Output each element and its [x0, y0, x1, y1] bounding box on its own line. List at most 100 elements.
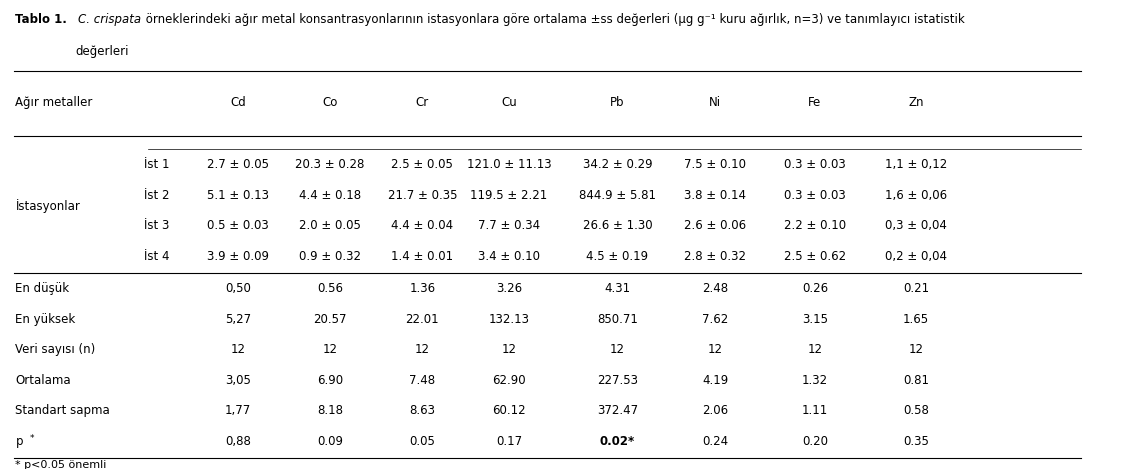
Text: 0,2 ± 0,04: 0,2 ± 0,04: [885, 250, 947, 263]
Text: Ağır metaller: Ağır metaller: [16, 96, 92, 109]
Text: 227.53: 227.53: [597, 374, 638, 387]
Text: 12: 12: [230, 343, 245, 356]
Text: 62.90: 62.90: [492, 374, 526, 387]
Text: 8.63: 8.63: [410, 404, 435, 417]
Text: Veri sayısı (n): Veri sayısı (n): [16, 343, 96, 356]
Text: 12: 12: [502, 343, 517, 356]
Text: 2.5 ± 0.05: 2.5 ± 0.05: [391, 158, 453, 171]
Text: 2.0 ± 0.05: 2.0 ± 0.05: [299, 219, 361, 232]
Text: Fe: Fe: [808, 96, 822, 109]
Text: 0.17: 0.17: [496, 435, 523, 448]
Text: 4.5 ± 0.19: 4.5 ± 0.19: [586, 250, 648, 263]
Text: 5.1 ± 0.13: 5.1 ± 0.13: [207, 189, 269, 202]
Text: 7.62: 7.62: [702, 313, 728, 325]
Text: 6.90: 6.90: [317, 374, 343, 387]
Text: 0,3 ± 0,04: 0,3 ± 0,04: [885, 219, 947, 232]
Text: 12: 12: [415, 343, 430, 356]
Text: 0.20: 0.20: [802, 435, 828, 448]
Text: 12: 12: [908, 343, 923, 356]
Text: 1,6 ± 0,06: 1,6 ± 0,06: [884, 189, 947, 202]
Text: 0.09: 0.09: [317, 435, 343, 448]
Text: 0.26: 0.26: [802, 282, 828, 295]
Text: 2.2 ± 0.10: 2.2 ± 0.10: [784, 219, 845, 232]
Text: Cd: Cd: [230, 96, 245, 109]
Text: 4.4 ± 0.04: 4.4 ± 0.04: [391, 219, 453, 232]
Text: 1.65: 1.65: [903, 313, 929, 325]
Text: 1.36: 1.36: [410, 282, 436, 295]
Text: 850.71: 850.71: [597, 313, 638, 325]
Text: 2.8 ± 0.32: 2.8 ± 0.32: [685, 250, 746, 263]
Text: *: *: [30, 434, 34, 443]
Text: 1,1 ± 0,12: 1,1 ± 0,12: [884, 158, 947, 171]
Text: 132.13: 132.13: [488, 313, 529, 325]
Text: İst 4: İst 4: [144, 250, 170, 263]
Text: 4.19: 4.19: [702, 374, 728, 387]
Text: En düşük: En düşük: [16, 282, 70, 295]
Text: 5,27: 5,27: [225, 313, 251, 325]
Text: İst 1: İst 1: [144, 158, 170, 171]
Text: 0.81: 0.81: [903, 374, 929, 387]
Text: 2.5 ± 0.62: 2.5 ± 0.62: [784, 250, 845, 263]
Text: C. crispata: C. crispata: [79, 13, 141, 26]
Text: 12: 12: [323, 343, 338, 356]
Text: örneklerindeki ağır metal konsantrasyonlarının istasyonlara göre ortalama ±ss de: örneklerindeki ağır metal konsantrasyonl…: [143, 13, 965, 26]
Text: 12: 12: [808, 343, 823, 356]
Text: 0.56: 0.56: [317, 282, 343, 295]
Text: 2.48: 2.48: [702, 282, 728, 295]
Text: Cu: Cu: [501, 96, 517, 109]
Text: 0.3 ± 0.03: 0.3 ± 0.03: [784, 189, 845, 202]
Text: 3.15: 3.15: [802, 313, 828, 325]
Text: * p<0.05 önemli: * p<0.05 önemli: [16, 460, 107, 469]
Text: Ortalama: Ortalama: [16, 374, 71, 387]
Text: Cr: Cr: [415, 96, 429, 109]
Text: 119.5 ± 2.21: 119.5 ± 2.21: [470, 189, 548, 202]
Text: Ni: Ni: [709, 96, 721, 109]
Text: 8.18: 8.18: [317, 404, 343, 417]
Text: 0,88: 0,88: [225, 435, 251, 448]
Text: değerleri: değerleri: [75, 45, 129, 58]
Text: 7.7 ± 0.34: 7.7 ± 0.34: [478, 219, 540, 232]
Text: 1.4 ± 0.01: 1.4 ± 0.01: [391, 250, 453, 263]
Text: 0.5 ± 0.03: 0.5 ± 0.03: [207, 219, 269, 232]
Text: 0.9 ± 0.32: 0.9 ± 0.32: [299, 250, 361, 263]
Text: 372.47: 372.47: [597, 404, 638, 417]
Text: Co: Co: [323, 96, 338, 109]
Text: 3.26: 3.26: [496, 282, 523, 295]
Text: 2.6 ± 0.06: 2.6 ± 0.06: [685, 219, 746, 232]
Text: 21.7 ± 0.35: 21.7 ± 0.35: [388, 189, 458, 202]
Text: 2.06: 2.06: [702, 404, 728, 417]
Text: 1.32: 1.32: [802, 374, 828, 387]
Text: 0.58: 0.58: [903, 404, 929, 417]
Text: 20.3 ± 0.28: 20.3 ± 0.28: [296, 158, 365, 171]
Text: 3.4 ± 0.10: 3.4 ± 0.10: [478, 250, 540, 263]
Text: Pb: Pb: [610, 96, 625, 109]
Text: 7.48: 7.48: [410, 374, 436, 387]
Text: 12: 12: [610, 343, 625, 356]
Text: 26.6 ± 1.30: 26.6 ± 1.30: [583, 219, 653, 232]
Text: 1.11: 1.11: [802, 404, 828, 417]
Text: İst 3: İst 3: [144, 219, 170, 232]
Text: Standart sapma: Standart sapma: [16, 404, 111, 417]
Text: 0.3 ± 0.03: 0.3 ± 0.03: [784, 158, 845, 171]
Text: En yüksek: En yüksek: [16, 313, 75, 325]
Text: 7.5 ± 0.10: 7.5 ± 0.10: [685, 158, 746, 171]
Text: 4.4 ± 0.18: 4.4 ± 0.18: [299, 189, 362, 202]
Text: 0.02*: 0.02*: [600, 435, 636, 448]
Text: 0.24: 0.24: [702, 435, 728, 448]
Text: 3.9 ± 0.09: 3.9 ± 0.09: [207, 250, 269, 263]
Text: 34.2 ± 0.29: 34.2 ± 0.29: [583, 158, 653, 171]
Text: 0.21: 0.21: [903, 282, 929, 295]
Text: 4.31: 4.31: [605, 282, 631, 295]
Text: 60.12: 60.12: [492, 404, 526, 417]
Text: İstasyonlar: İstasyonlar: [16, 199, 80, 213]
Text: 2.7 ± 0.05: 2.7 ± 0.05: [207, 158, 269, 171]
Text: Tablo 1.: Tablo 1.: [16, 13, 67, 26]
Text: 121.0 ± 11.13: 121.0 ± 11.13: [467, 158, 551, 171]
Text: Zn: Zn: [908, 96, 923, 109]
Text: 0,50: 0,50: [225, 282, 251, 295]
Text: 3,05: 3,05: [225, 374, 251, 387]
Text: 20.57: 20.57: [314, 313, 347, 325]
Text: p: p: [16, 435, 23, 448]
Text: 3.8 ± 0.14: 3.8 ± 0.14: [685, 189, 746, 202]
Text: 12: 12: [707, 343, 722, 356]
